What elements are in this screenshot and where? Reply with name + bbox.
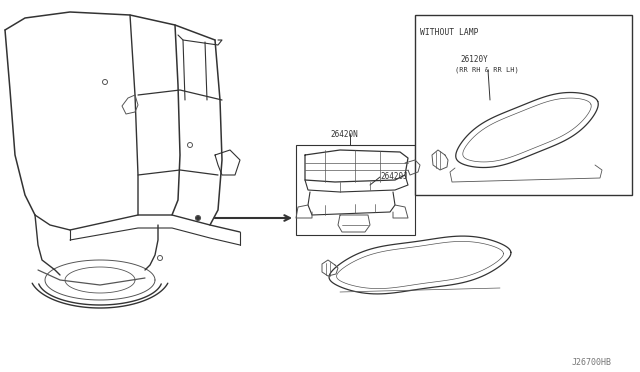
Text: (RR RH & RR LH): (RR RH & RR LH) [455, 66, 519, 73]
Text: J26700HB: J26700HB [572, 358, 612, 367]
Circle shape [195, 215, 200, 221]
Text: 26420J: 26420J [380, 172, 408, 181]
Text: WITHOUT LAMP: WITHOUT LAMP [420, 28, 479, 37]
Text: 26120Y: 26120Y [460, 55, 488, 64]
Text: 26420N: 26420N [330, 130, 358, 139]
Bar [415, 15, 632, 195]
Bar [296, 145, 415, 235]
